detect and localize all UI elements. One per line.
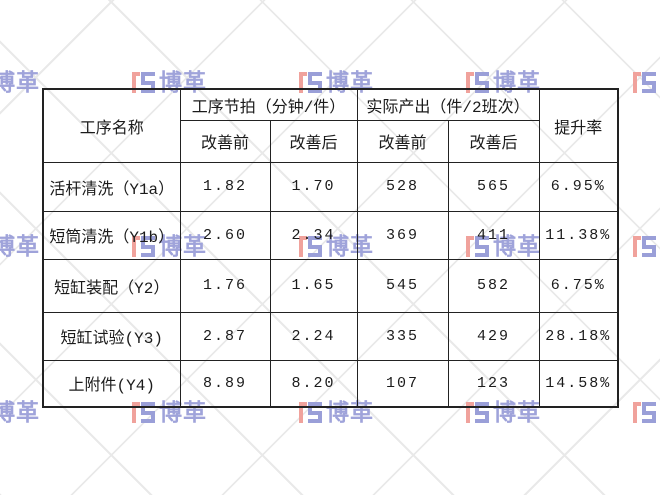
takt-before-value: 1.82 [179,161,271,212]
process-improvement-table: 工序名称 工序节拍（分钟/件） 实际产出（件/2班次） 提升率 改善前 改善后 … [42,88,619,408]
takt-before-value: 2.60 [179,210,271,260]
output-before-value: 369 [356,210,449,260]
boge-watermark: 博革 [632,68,660,96]
header-takt-group: 工序节拍（分钟/件） [179,88,358,121]
takt-after-value: 8.20 [269,359,358,408]
header-improvement-rate: 提升率 [538,88,619,163]
takt-before-value: 1.76 [179,258,271,313]
watermark-text: 博革 [0,69,40,95]
rate-value: 6.95% [538,161,619,212]
table-row: 活杆清洗（Y1a） 1.82 1.70 528 565 6.95% [42,161,619,212]
row-process-name: 短缸试验(Y3) [42,311,181,361]
header-takt-after: 改善后 [269,119,358,163]
output-after-value: 429 [447,311,540,361]
rate-value: 28.18% [538,311,619,361]
rate-value: 14.58% [538,359,619,408]
table-row: 短缸装配（Y2） 1.76 1.65 545 582 6.75% [42,258,619,313]
takt-before-value: 8.89 [179,359,271,408]
output-before-value: 107 [356,359,449,408]
boge-watermark: 博革 [0,398,40,426]
output-after-value: 123 [447,359,540,408]
output-before-value: 335 [356,311,449,361]
takt-after-value: 2.34 [269,210,358,260]
table-row: 短筒清洗（Y1b） 2.60 2.34 369 411 11.38% [42,210,619,260]
output-before-value: 545 [356,258,449,313]
boge-logo-icon [633,236,656,257]
boge-watermark: 博革 [632,232,660,260]
header-process-name: 工序名称 [42,88,181,163]
header-output-group: 实际产出（件/2班次） [356,88,540,121]
row-process-name: 上附件(Y4) [42,359,181,408]
watermark-text: 博革 [0,233,40,259]
boge-watermark: 博革 [0,232,40,260]
table-row: 短缸试验(Y3) 2.87 2.24 335 429 28.18% [42,311,619,361]
takt-after-value: 1.70 [269,161,358,212]
rate-value: 11.38% [538,210,619,260]
takt-after-value: 2.24 [269,311,358,361]
rate-value: 6.75% [538,258,619,313]
boge-logo-icon [633,402,656,423]
output-after-value: 565 [447,161,540,212]
row-process-name: 短筒清洗（Y1b） [42,210,181,260]
watermark-text: 博革 [0,399,40,425]
header-takt-before: 改善前 [179,119,271,163]
takt-before-value: 2.87 [179,311,271,361]
header-output-after: 改善后 [447,119,540,163]
boge-watermark: 博革 [632,398,660,426]
row-process-name: 短缸装配（Y2） [42,258,181,313]
output-before-value: 528 [356,161,449,212]
output-after-value: 582 [447,258,540,313]
header-output-before: 改善前 [356,119,449,163]
output-after-value: 411 [447,210,540,260]
table-row: 上附件(Y4) 8.89 8.20 107 123 14.58% [42,359,619,408]
row-process-name: 活杆清洗（Y1a） [42,161,181,212]
boge-logo-icon [633,72,656,93]
improvement-table-container: 工序名称 工序节拍（分钟/件） 实际产出（件/2班次） 提升率 改善前 改善后 … [42,88,619,408]
boge-watermark: 博革 [0,68,40,96]
takt-after-value: 1.65 [269,258,358,313]
